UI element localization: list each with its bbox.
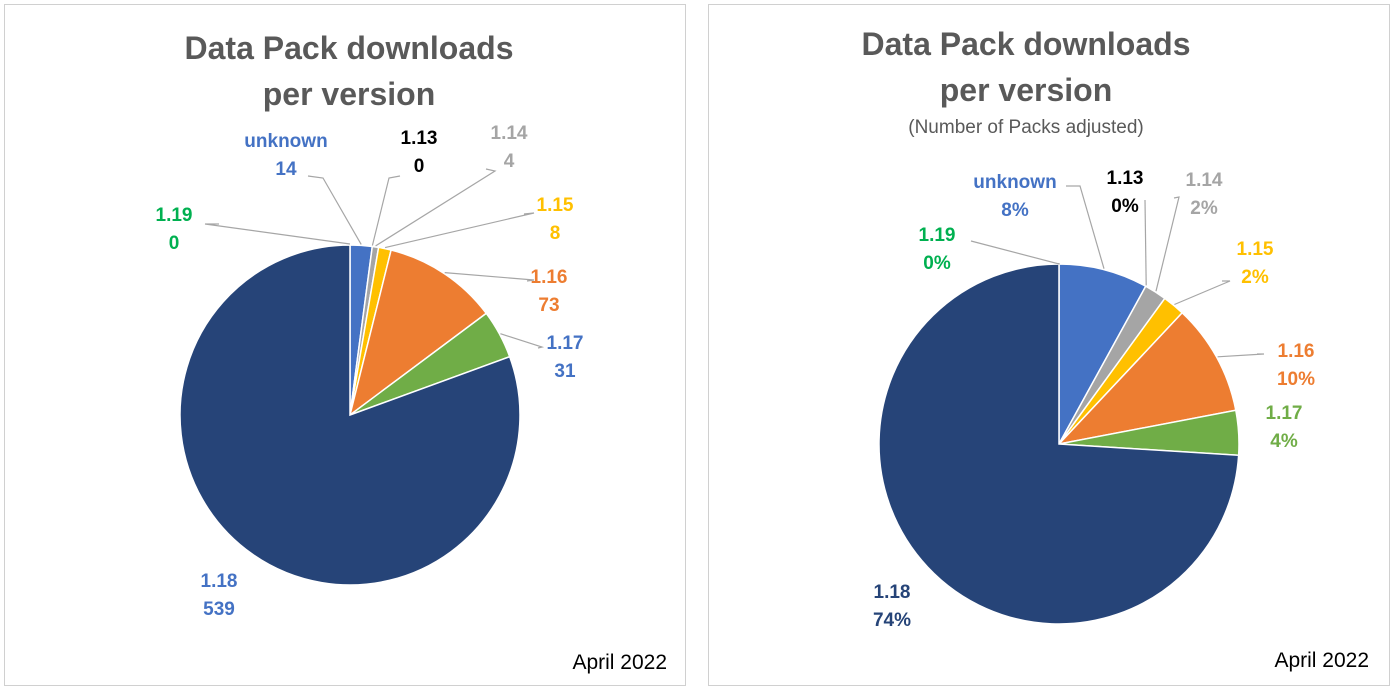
data-label-category-1-16: 1.16 xyxy=(1278,341,1315,362)
chart-panel-left: Data Pack downloads per version unknown 1… xyxy=(4,4,686,686)
leader-line-1-19 xyxy=(970,240,1060,265)
data-label-value-1-19: 0% xyxy=(923,253,951,274)
data-label-category-1-17: 1.17 xyxy=(1266,403,1303,424)
data-label-value-1-13: 0% xyxy=(1111,196,1139,217)
chart-footer-date: April 2022 xyxy=(572,651,667,674)
data-label-value-1-18: 539 xyxy=(203,599,235,620)
chart-panel-right: Data Pack downloads per version (Number … xyxy=(708,4,1390,686)
leader-lines xyxy=(970,185,1265,358)
leader-line-unknown xyxy=(1066,185,1105,269)
leader-line-1-14 xyxy=(375,168,497,247)
data-label-category-unknown: unknown xyxy=(973,172,1056,193)
data-label-value-1-15: 8 xyxy=(550,223,561,244)
pie-slices xyxy=(179,244,521,586)
data-label-category-1-13: 1.13 xyxy=(401,128,438,149)
data-label-category-1-15: 1.15 xyxy=(1237,239,1274,260)
leader-line-1-16 xyxy=(444,272,535,282)
data-label-category-1-18: 1.18 xyxy=(874,582,911,603)
data-label-value-1-18: 74% xyxy=(873,610,911,631)
data-label-value-1-16: 10% xyxy=(1277,369,1315,390)
data-label-value-1-14: 2% xyxy=(1190,198,1218,219)
leader-line-unknown xyxy=(307,175,362,245)
data-label-category-1-14: 1.14 xyxy=(491,123,528,144)
data-label-value-1-13: 0 xyxy=(414,156,425,177)
leader-lines xyxy=(204,168,545,349)
data-label-value-1-16: 73 xyxy=(538,295,559,316)
data-label-category-1-17: 1.17 xyxy=(547,333,584,354)
pie-slice-unknown xyxy=(1058,263,1147,445)
leader-line-1-15 xyxy=(1174,280,1231,306)
data-labels: unknown 14 1.13 0 1.14 4 1.15 8 1.16 73 1.17 31 1.18… xyxy=(156,123,584,620)
data-label-value-unknown: 8% xyxy=(1001,200,1029,221)
chart-title-line2: per version xyxy=(940,72,1113,108)
chart-subtitle: (Number of Packs adjusted) xyxy=(908,117,1144,138)
leader-line-1-16 xyxy=(1217,353,1265,358)
pie-slice-1-16 xyxy=(348,249,488,417)
data-label-value-1-17: 31 xyxy=(554,361,576,382)
leader-line-1-19 xyxy=(204,223,351,245)
chart-title-line1: Data Pack downloads xyxy=(862,26,1191,62)
chart-title-line1: Data Pack downloads xyxy=(185,30,514,66)
chart-footer-date: April 2022 xyxy=(1274,649,1369,672)
data-label-category-1-14: 1.14 xyxy=(1186,170,1223,191)
data-label-value-unknown: 14 xyxy=(275,159,297,180)
data-label-value-1-15: 2% xyxy=(1241,267,1269,288)
data-label-category-1-15: 1.15 xyxy=(537,195,574,216)
leader-line-1-14 xyxy=(1155,196,1180,292)
pie-slice-1-16 xyxy=(1056,311,1237,446)
pie-slice-1-18 xyxy=(878,263,1240,625)
data-label-category-1-13: 1.13 xyxy=(1107,168,1144,189)
pie-slice-1-18 xyxy=(179,244,521,586)
data-label-value-1-19: 0 xyxy=(169,233,180,254)
data-labels: unknown 8% 1.13 0% 1.14 2% 1.15 2% 1.16 10% 1.17 4%… xyxy=(873,168,1315,631)
data-label-value-1-17: 4% xyxy=(1270,431,1298,452)
pie-chart-right: Data Pack downloads per version (Number … xyxy=(862,26,1369,672)
data-label-category-1-16: 1.16 xyxy=(531,267,568,288)
data-label-category-1-19: 1.19 xyxy=(156,205,193,226)
data-label-category-1-18: 1.18 xyxy=(201,571,238,592)
pie-chart-left: Data Pack downloads per version unknown 1… xyxy=(156,30,667,674)
leader-line-1-15 xyxy=(384,212,535,249)
data-label-category-unknown: unknown xyxy=(244,131,327,152)
chart-title-line2: per version xyxy=(263,76,436,112)
leader-line-1-13 xyxy=(371,175,401,246)
data-label-value-1-14: 4 xyxy=(504,151,515,172)
data-label-category-1-19: 1.19 xyxy=(919,225,956,246)
leader-line-1-17 xyxy=(500,333,545,349)
leader-line-1-13 xyxy=(1144,199,1147,286)
pie-slices xyxy=(878,263,1240,625)
